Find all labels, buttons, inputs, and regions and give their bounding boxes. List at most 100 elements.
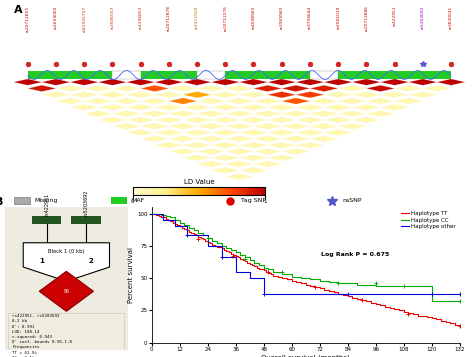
Polygon shape <box>268 104 296 110</box>
Polygon shape <box>197 98 225 104</box>
Haplotype CC <box>392 284 397 288</box>
Haplotype CC <box>186 226 192 230</box>
Text: 1: 1 <box>39 258 44 264</box>
Haplotype CC <box>382 284 388 288</box>
Haplotype other <box>247 276 253 280</box>
Polygon shape <box>141 98 169 104</box>
Polygon shape <box>268 79 296 85</box>
Haplotype CC <box>242 255 248 260</box>
Haplotype TT <box>429 316 435 320</box>
Bar <box>423 71 451 79</box>
Polygon shape <box>409 91 437 98</box>
Haplotype other <box>429 291 435 296</box>
Polygon shape <box>169 149 197 155</box>
Polygon shape <box>155 129 183 136</box>
Polygon shape <box>366 98 394 104</box>
Text: rs3830041: rs3830041 <box>449 5 453 29</box>
Haplotype CC <box>158 213 164 217</box>
Polygon shape <box>239 129 268 136</box>
Haplotype CC <box>228 247 234 252</box>
Polygon shape <box>211 91 239 98</box>
Haplotype other <box>161 218 166 222</box>
Haplotype CC <box>205 236 210 240</box>
Haplotype CC <box>195 231 201 235</box>
Haplotype other <box>184 233 190 238</box>
Polygon shape <box>42 79 70 85</box>
Polygon shape <box>296 129 324 136</box>
Text: Tag SNP: Tag SNP <box>241 198 266 203</box>
Polygon shape <box>127 79 155 85</box>
Polygon shape <box>225 174 254 180</box>
Polygon shape <box>84 110 112 117</box>
Bar <box>111 197 127 204</box>
Polygon shape <box>225 98 254 104</box>
Polygon shape <box>225 110 254 117</box>
Polygon shape <box>324 91 352 98</box>
Polygon shape <box>381 91 409 98</box>
Title: LD Value: LD Value <box>184 179 214 185</box>
Haplotype other <box>219 255 225 260</box>
Text: rs4298853: rs4298853 <box>138 5 143 29</box>
Polygon shape <box>197 136 225 142</box>
Haplotype other <box>233 270 238 274</box>
Polygon shape <box>211 155 239 161</box>
Polygon shape <box>183 155 211 161</box>
Polygon shape <box>324 104 352 110</box>
Text: Missing: Missing <box>34 198 57 203</box>
Polygon shape <box>310 136 338 142</box>
Polygon shape <box>437 79 465 85</box>
Haplotype CC <box>224 246 229 251</box>
Text: rs422951: rs422951 <box>392 5 397 26</box>
Haplotype CC <box>401 284 407 288</box>
Polygon shape <box>282 136 310 142</box>
Haplotype CC <box>172 218 178 222</box>
Polygon shape <box>282 110 310 117</box>
Polygon shape <box>197 149 225 155</box>
Haplotype CC <box>154 211 159 216</box>
Polygon shape <box>39 271 93 311</box>
Haplotype TT <box>256 267 262 271</box>
Text: B: B <box>0 197 3 207</box>
Polygon shape <box>268 91 296 98</box>
Bar <box>310 71 338 79</box>
Polygon shape <box>254 136 282 142</box>
Haplotype CC <box>373 284 379 288</box>
Haplotype other <box>345 291 351 296</box>
Haplotype CC <box>237 253 243 257</box>
Polygon shape <box>381 104 409 110</box>
Bar <box>141 71 169 79</box>
Polygon shape <box>169 85 197 91</box>
Polygon shape <box>197 110 225 117</box>
Haplotype CC <box>200 233 206 238</box>
Polygon shape <box>324 79 352 85</box>
Haplotype CC <box>438 299 444 303</box>
Bar <box>14 197 30 204</box>
Bar <box>338 71 366 79</box>
Text: 2: 2 <box>89 258 93 264</box>
Line: Haplotype TT: Haplotype TT <box>156 215 460 326</box>
Polygon shape <box>70 79 98 85</box>
Haplotype other <box>401 291 407 296</box>
Y-axis label: Percent survival: Percent survival <box>128 247 134 303</box>
Polygon shape <box>282 149 310 155</box>
Bar <box>71 216 101 224</box>
Polygon shape <box>211 117 239 123</box>
Polygon shape <box>169 98 197 104</box>
Text: rs20712855: rs20712855 <box>26 5 30 32</box>
Polygon shape <box>98 104 127 110</box>
Polygon shape <box>155 142 183 149</box>
Polygon shape <box>310 123 338 129</box>
Text: rs81925757: rs81925757 <box>82 5 86 32</box>
Polygon shape <box>239 117 268 123</box>
Polygon shape <box>169 136 197 142</box>
Polygon shape <box>296 142 324 149</box>
Polygon shape <box>141 110 169 117</box>
Bar <box>394 71 423 79</box>
Polygon shape <box>56 98 84 104</box>
Polygon shape <box>211 167 239 174</box>
Line: Haplotype CC: Haplotype CC <box>156 213 460 301</box>
Polygon shape <box>141 136 169 142</box>
Polygon shape <box>14 79 42 85</box>
Polygon shape <box>155 117 183 123</box>
Polygon shape <box>70 104 98 110</box>
